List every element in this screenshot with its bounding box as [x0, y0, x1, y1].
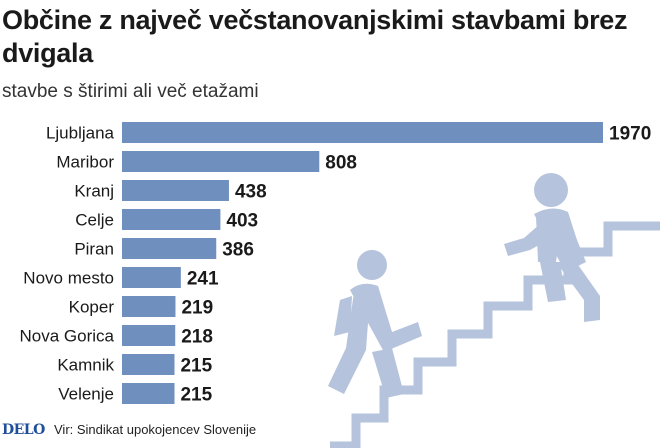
category-label: Nova Gorica — [20, 327, 115, 346]
value-label: 386 — [222, 240, 254, 261]
category-label: Novo mesto — [23, 269, 114, 288]
bar — [122, 383, 175, 404]
chart-title: Občine z največ večstanovanjskimi stavba… — [2, 5, 628, 68]
bar — [122, 296, 176, 317]
value-label: 808 — [325, 153, 357, 174]
bar — [122, 209, 221, 230]
category-label: Kranj — [74, 182, 114, 201]
value-label: 1970 — [609, 124, 651, 145]
value-label: 219 — [181, 298, 213, 319]
bar — [122, 180, 229, 201]
source-note: Vir: Sindikat upokojencev Slovenije — [54, 422, 257, 437]
value-label: 218 — [181, 327, 213, 348]
category-label: Ljubljana — [46, 124, 115, 143]
walking-person-icon — [504, 173, 600, 322]
bar — [122, 122, 603, 143]
category-label: Celje — [75, 211, 114, 230]
bar — [122, 354, 175, 375]
category-label: Kamnik — [57, 356, 114, 375]
publisher-logo: DELO — [2, 422, 45, 438]
chart-subtitle: stavbe s štirimi ali več etažami — [2, 81, 259, 102]
bar — [122, 267, 181, 288]
category-label: Maribor — [56, 153, 114, 172]
people-climbing-stairs-icon — [328, 173, 660, 448]
category-label: Koper — [69, 298, 115, 317]
value-label: 438 — [235, 182, 267, 203]
bar — [122, 325, 176, 346]
bar — [122, 151, 320, 172]
walking-person-icon — [328, 250, 422, 398]
category-label: Velenje — [58, 385, 114, 404]
category-label: Piran — [74, 240, 114, 259]
bars-group: Ljubljana 1970 Maribor 808 Kranj 438 Celje 403 P… — [20, 122, 651, 406]
value-label: 403 — [226, 211, 258, 232]
bar — [122, 238, 217, 259]
value-label: 215 — [180, 356, 212, 377]
value-label: 241 — [187, 269, 219, 290]
value-label: 215 — [180, 385, 212, 406]
